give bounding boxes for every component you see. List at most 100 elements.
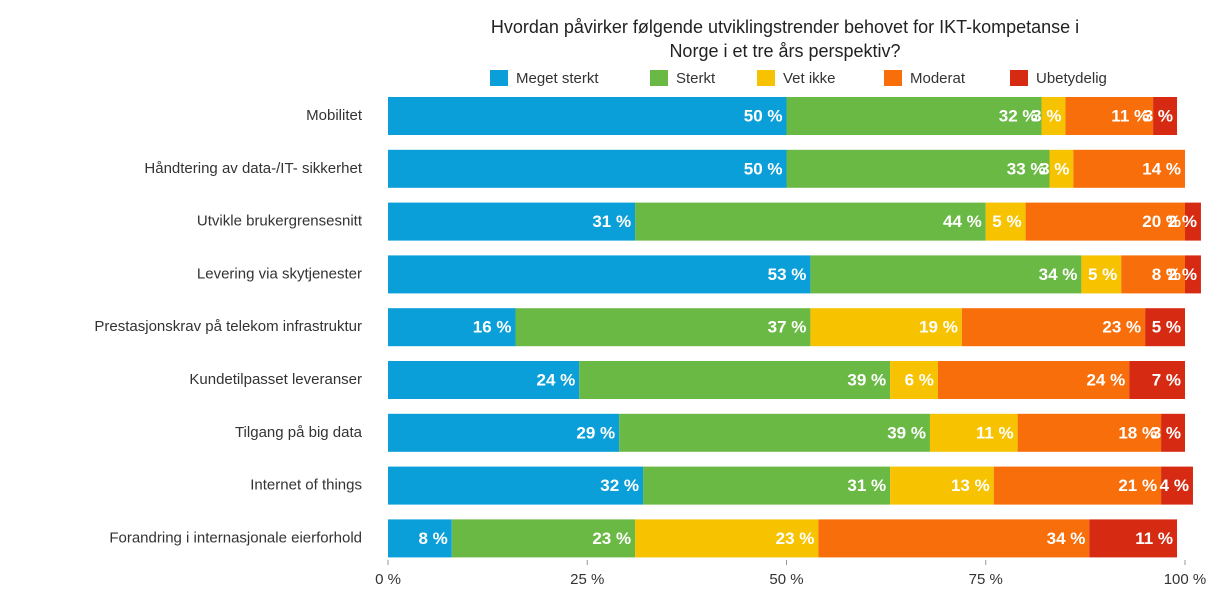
legend-label: Meget sterkt bbox=[516, 70, 599, 87]
legend-label: Sterkt bbox=[676, 70, 716, 87]
bar-segment bbox=[579, 361, 891, 399]
value-label: 13 % bbox=[951, 476, 990, 495]
bar-segment bbox=[515, 308, 811, 347]
value-label: 2 % bbox=[1168, 265, 1197, 284]
value-label: 34 % bbox=[1047, 529, 1086, 548]
bar-segment bbox=[810, 255, 1082, 294]
bar-segment bbox=[1161, 413, 1185, 452]
value-label: 29 % bbox=[576, 423, 615, 442]
legend-swatch bbox=[1010, 70, 1028, 86]
bar-segment bbox=[786, 97, 1042, 135]
value-label: 34 % bbox=[1039, 265, 1078, 284]
bar-segment bbox=[388, 308, 516, 347]
bar-segment bbox=[1145, 308, 1185, 347]
value-label: 21 % bbox=[1118, 476, 1157, 495]
x-tick-label: 50 % bbox=[769, 571, 803, 588]
value-label: 11 % bbox=[1111, 106, 1149, 125]
bar-segment bbox=[985, 202, 1026, 241]
value-label: 5 % bbox=[992, 212, 1021, 231]
value-label: 2 % bbox=[1168, 212, 1197, 231]
value-label: 3 % bbox=[1040, 159, 1069, 178]
value-label: 11 % bbox=[1135, 529, 1173, 548]
bar-segment bbox=[635, 519, 819, 558]
value-label: 5 % bbox=[1088, 265, 1117, 284]
bar-segment bbox=[818, 519, 1090, 558]
bar-segment bbox=[1073, 149, 1185, 188]
value-label: 33 % bbox=[1007, 159, 1046, 178]
value-label: 3 % bbox=[1152, 423, 1181, 442]
value-label: 7 % bbox=[1152, 370, 1181, 389]
bar-segment bbox=[937, 361, 1130, 399]
value-label: 19 % bbox=[919, 318, 958, 337]
value-label: 11 % bbox=[976, 423, 1014, 442]
bar-segment bbox=[1089, 519, 1178, 558]
y-tick-label: Håndtering av data-/IT- sikkerhet bbox=[144, 160, 362, 177]
chart-title: Hvordan påvirker følgende utviklingstren… bbox=[491, 17, 1079, 37]
bar-segment bbox=[1041, 97, 1066, 135]
bar-segment bbox=[890, 466, 994, 505]
value-label: 16 % bbox=[473, 318, 512, 337]
value-label: 31 % bbox=[847, 476, 886, 495]
legend-swatch bbox=[757, 70, 775, 86]
legend-swatch bbox=[490, 70, 508, 86]
bar-segment bbox=[1153, 97, 1178, 135]
legend-label: Ubetydelig bbox=[1036, 70, 1107, 87]
bar-segment bbox=[786, 149, 1050, 188]
y-tick-label: Forandring i internasjonale eierforhold bbox=[109, 529, 362, 546]
value-label: 6 % bbox=[905, 370, 934, 389]
legend-label: Vet ikke bbox=[783, 70, 836, 87]
bar-segment bbox=[1081, 255, 1122, 294]
y-tick-label: Prestasjonskrav på telekom infrastruktur bbox=[94, 318, 362, 335]
value-label: 8 % bbox=[418, 529, 447, 548]
bar-segment bbox=[1065, 97, 1154, 135]
value-label: 5 % bbox=[1152, 318, 1181, 337]
bar-segment bbox=[1017, 413, 1162, 452]
value-label: 3 % bbox=[1144, 106, 1173, 125]
chart-title: Norge i et tre års perspektiv? bbox=[669, 41, 900, 61]
x-tick-label: 75 % bbox=[969, 571, 1003, 588]
value-label: 31 % bbox=[592, 212, 631, 231]
legend-swatch bbox=[884, 70, 902, 86]
bar-segment bbox=[388, 361, 580, 399]
value-label: 32 % bbox=[999, 106, 1038, 125]
value-label: 20 % bbox=[1142, 212, 1181, 231]
value-label: 39 % bbox=[887, 423, 926, 442]
x-tick-label: 0 % bbox=[375, 571, 401, 588]
bar-segment bbox=[635, 202, 986, 241]
y-tick-label: Kundetilpasset leveranser bbox=[189, 371, 362, 388]
bar-segment bbox=[1025, 202, 1185, 241]
bar-segment bbox=[890, 361, 938, 399]
value-label: 37 % bbox=[768, 318, 807, 337]
value-label: 23 % bbox=[592, 529, 631, 548]
value-label: 23 % bbox=[776, 529, 815, 548]
value-label: 44 % bbox=[943, 212, 982, 231]
y-tick-label: Internet of things bbox=[250, 477, 362, 494]
value-label: 32 % bbox=[600, 476, 639, 495]
bar-segment bbox=[388, 413, 620, 452]
value-label: 24 % bbox=[537, 370, 576, 389]
y-tick-label: Mobilitet bbox=[306, 107, 363, 124]
bar-segment bbox=[1121, 255, 1185, 294]
value-label: 3 % bbox=[1032, 106, 1061, 125]
value-label: 24 % bbox=[1086, 370, 1125, 389]
legend-swatch bbox=[650, 70, 668, 86]
bar-segment bbox=[961, 308, 1146, 347]
bar-segment bbox=[388, 97, 787, 135]
bar-segment bbox=[1129, 361, 1185, 399]
legend-label: Moderat bbox=[910, 70, 966, 87]
bar-segment bbox=[1185, 255, 1201, 294]
bar-segment bbox=[388, 149, 787, 188]
bar-segment bbox=[451, 519, 636, 558]
bar-segment bbox=[1049, 149, 1074, 188]
x-tick-label: 25 % bbox=[570, 571, 604, 588]
bar-segment bbox=[388, 255, 811, 294]
value-label: 18 % bbox=[1118, 423, 1157, 442]
y-tick-label: Levering via skytjenester bbox=[197, 265, 362, 282]
value-label: 39 % bbox=[847, 370, 886, 389]
bar-segment bbox=[810, 308, 962, 347]
value-label: 50 % bbox=[744, 106, 783, 125]
value-label: 23 % bbox=[1102, 318, 1141, 337]
bar-segment bbox=[388, 519, 452, 558]
bar-segment bbox=[619, 413, 930, 452]
bar-segment bbox=[388, 466, 644, 505]
